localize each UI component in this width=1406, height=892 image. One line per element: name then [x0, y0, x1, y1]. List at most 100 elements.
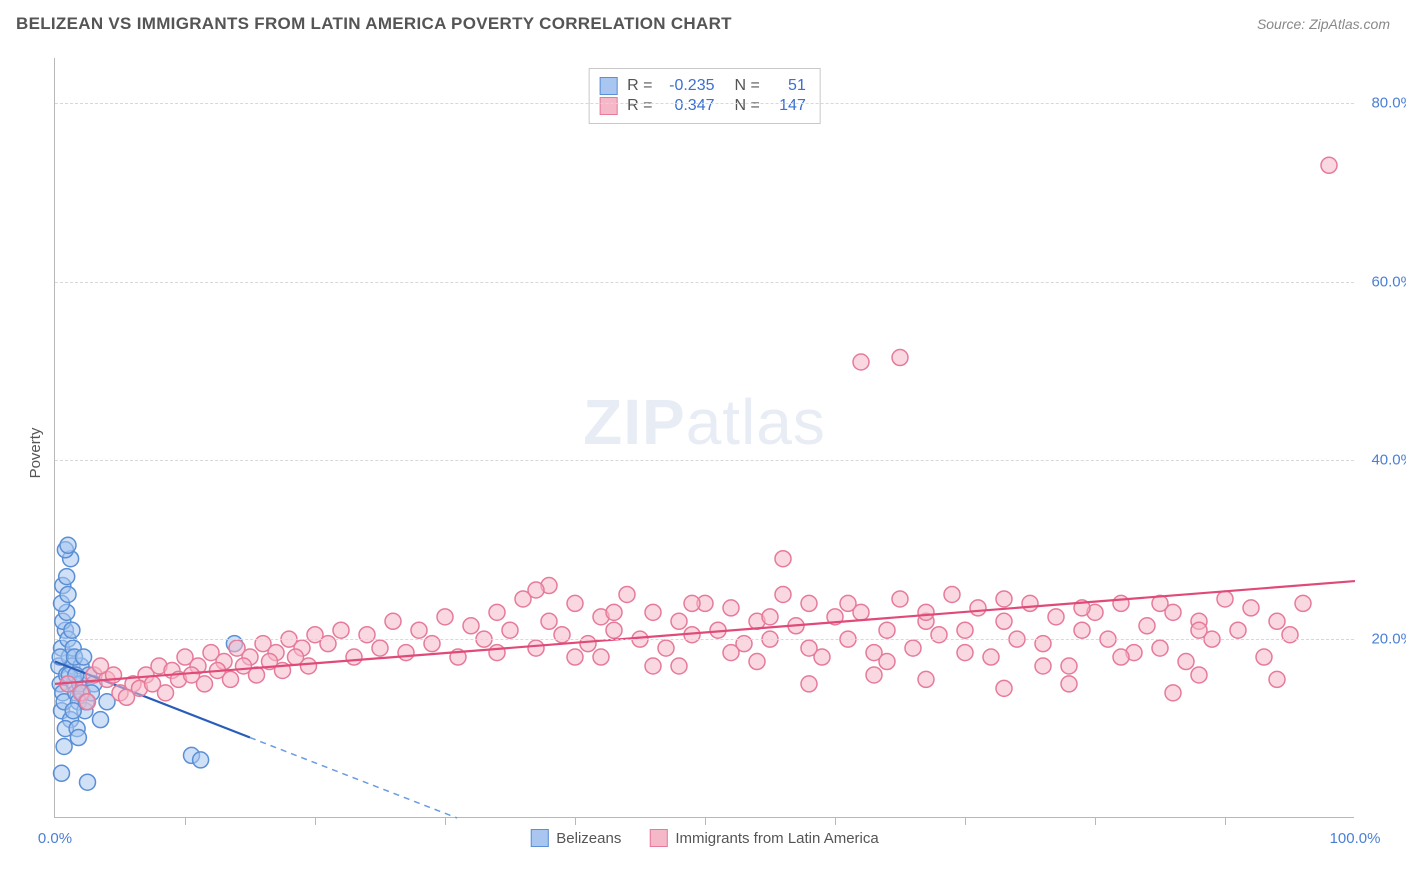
chart-title: BELIZEAN VS IMMIGRANTS FROM LATIN AMERIC… [16, 14, 732, 34]
legend: Belizeans Immigrants from Latin America [530, 829, 878, 847]
chart-header: BELIZEAN VS IMMIGRANTS FROM LATIN AMERIC… [0, 0, 1406, 40]
data-point [1191, 667, 1207, 683]
data-point [411, 622, 427, 638]
data-point [398, 645, 414, 661]
y-tick-label: 40.0% [1360, 452, 1406, 469]
data-point [56, 738, 72, 754]
data-point [437, 609, 453, 625]
data-point [918, 604, 934, 620]
data-point [60, 537, 76, 553]
stat-n-label: N = [735, 97, 760, 115]
legend-label: Immigrants from Latin America [675, 830, 878, 847]
x-tick-mark [575, 817, 576, 825]
data-point [65, 703, 81, 719]
y-tick-label: 80.0% [1360, 94, 1406, 111]
data-point [970, 600, 986, 616]
trend-line-extrapolated [250, 738, 457, 818]
data-point [801, 595, 817, 611]
data-point [996, 613, 1012, 629]
data-point [996, 680, 1012, 696]
data-point [1048, 609, 1064, 625]
data-point [424, 636, 440, 652]
stat-r-value: 0.347 [663, 97, 715, 115]
data-point [1295, 595, 1311, 611]
legend-swatch [530, 829, 548, 847]
data-point [197, 676, 213, 692]
data-point [619, 586, 635, 602]
plot-svg [55, 58, 1354, 817]
data-point [80, 694, 96, 710]
data-point [54, 765, 70, 781]
data-point [223, 671, 239, 687]
stat-n-value: 147 [770, 97, 806, 115]
data-point [567, 649, 583, 665]
data-point [1113, 649, 1129, 665]
x-tick-mark [315, 817, 316, 825]
data-point [76, 649, 92, 665]
data-point [1074, 622, 1090, 638]
chart-container: Poverty ZIPatlas R =-0.235N =51R =0.347N… [16, 48, 1390, 858]
data-point [957, 645, 973, 661]
correlation-stats-box: R =-0.235N =51R =0.347N =147 [588, 68, 821, 124]
chart-source: Source: ZipAtlas.com [1257, 16, 1390, 32]
data-point [853, 354, 869, 370]
stats-row: R =-0.235N =51 [599, 77, 806, 95]
data-point [502, 622, 518, 638]
x-tick-mark [445, 817, 446, 825]
data-point [905, 640, 921, 656]
x-tick-label: 0.0% [38, 830, 72, 847]
data-point [301, 658, 317, 674]
data-point [645, 604, 661, 620]
data-point [879, 654, 895, 670]
data-point [580, 636, 596, 652]
data-point [671, 613, 687, 629]
data-point [1230, 622, 1246, 638]
data-point [359, 627, 375, 643]
data-point [1217, 591, 1233, 607]
data-point [775, 551, 791, 567]
legend-label: Belizeans [556, 830, 621, 847]
x-tick-mark [1225, 817, 1226, 825]
data-point [1022, 595, 1038, 611]
data-point [320, 636, 336, 652]
y-tick-label: 20.0% [1360, 631, 1406, 648]
data-point [1113, 595, 1129, 611]
data-point [346, 649, 362, 665]
data-point [931, 627, 947, 643]
data-point [723, 600, 739, 616]
data-point [1243, 600, 1259, 616]
data-point [1191, 622, 1207, 638]
data-point [70, 730, 86, 746]
data-point [1165, 685, 1181, 701]
stat-n-label: N = [735, 77, 760, 95]
grid-line [55, 282, 1354, 283]
x-tick-mark [835, 817, 836, 825]
stats-row: R =0.347N =147 [599, 97, 806, 115]
data-point [840, 595, 856, 611]
data-point [775, 586, 791, 602]
data-point [606, 622, 622, 638]
data-point [528, 640, 544, 656]
data-point [1061, 658, 1077, 674]
x-tick-mark [965, 817, 966, 825]
data-point [64, 622, 80, 638]
y-axis-label: Poverty [27, 428, 44, 479]
data-point [1256, 649, 1272, 665]
data-point [1139, 618, 1155, 634]
legend-item: Immigrants from Latin America [649, 829, 878, 847]
x-tick-mark [185, 817, 186, 825]
data-point [892, 350, 908, 366]
data-point [671, 658, 687, 674]
data-point [59, 569, 75, 585]
x-tick-mark [705, 817, 706, 825]
series-swatch [599, 97, 617, 115]
data-point [489, 645, 505, 661]
data-point [528, 582, 544, 598]
data-point [80, 774, 96, 790]
data-point [1269, 613, 1285, 629]
data-point [801, 640, 817, 656]
data-point [593, 649, 609, 665]
plot-area: ZIPatlas R =-0.235N =51R =0.347N =147 Be… [54, 58, 1354, 818]
data-point [801, 676, 817, 692]
data-point [658, 640, 674, 656]
